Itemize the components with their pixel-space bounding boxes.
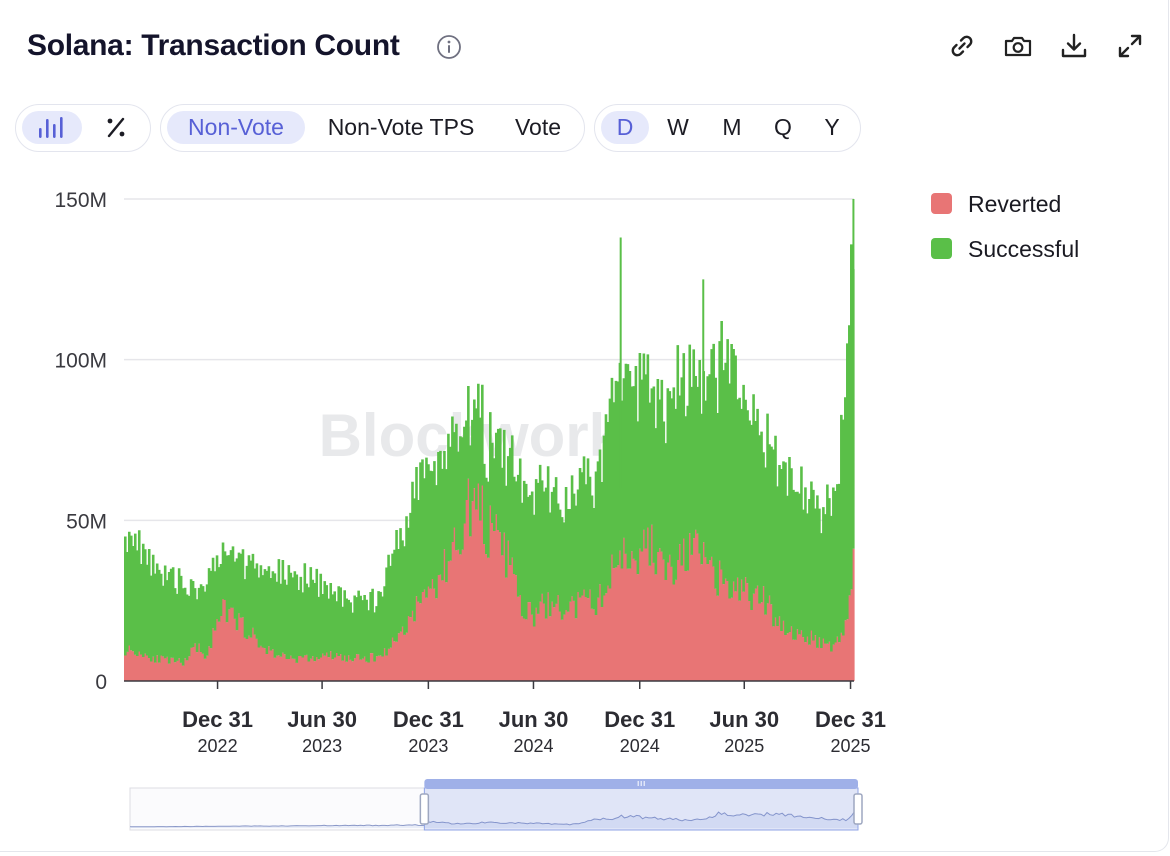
metric-toggle: Non-Vote Non-Vote TPS Vote — [160, 104, 585, 152]
metric-option-vote[interactable]: Vote — [514, 114, 562, 140]
info-icon[interactable] — [436, 34, 462, 60]
metric-option-non-vote-tps[interactable]: Non-Vote TPS — [327, 114, 475, 140]
interval-toggle: D W M Q Y — [594, 104, 861, 152]
download-icon[interactable] — [1058, 30, 1090, 62]
chart-title: Solana: Transaction Count — [27, 29, 400, 62]
bar-chart-icon — [39, 117, 63, 138]
legend-swatch-reverted — [931, 193, 952, 214]
interval-option-q[interactable]: Q — [774, 114, 792, 140]
legend-swatch-successful — [931, 238, 952, 259]
interval-option-m[interactable]: M — [722, 114, 742, 140]
link-icon[interactable] — [946, 30, 978, 62]
bar-mode-button[interactable] — [22, 111, 82, 144]
legend-label-successful: Successful — [968, 236, 1080, 262]
interval-option-d[interactable]: D — [601, 111, 649, 144]
interval-option-w[interactable]: W — [667, 114, 689, 140]
legend-item-successful[interactable]: Successful — [931, 236, 1101, 262]
percent-mode-button[interactable] — [90, 111, 142, 144]
percent-icon — [107, 117, 125, 138]
chart-type-toggle — [15, 104, 151, 152]
expand-icon[interactable] — [1114, 30, 1146, 62]
legend-item-reverted[interactable]: Reverted — [931, 191, 1091, 217]
interval-option-y[interactable]: Y — [824, 114, 840, 140]
legend-label-reverted: Reverted — [968, 191, 1062, 217]
metric-option-non-vote[interactable]: Non-Vote — [167, 111, 305, 144]
camera-icon[interactable] — [1002, 30, 1034, 62]
